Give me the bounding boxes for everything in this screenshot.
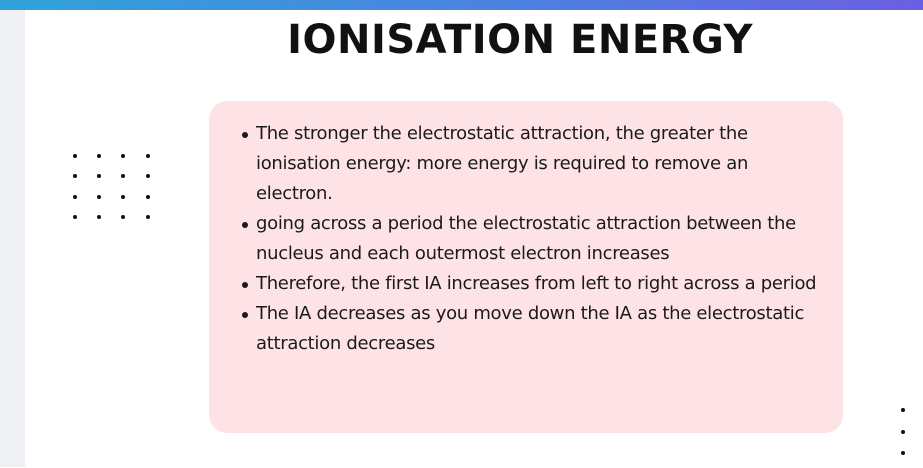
bullet-text: The stronger the electrostatic attractio… [256, 123, 749, 204]
bullet-dot-icon [242, 282, 248, 288]
content-card: The stronger the electrostatic attractio… [209, 101, 843, 433]
left-margin-strip [0, 10, 25, 467]
top-accent-bar [0, 0, 923, 10]
bullet-text: Therefore, the first IA increases from l… [256, 273, 817, 294]
decorative-dot-grid [73, 154, 153, 222]
bullet-item: going across a period the electrostatic … [242, 209, 827, 269]
bullet-dot-icon [242, 222, 248, 228]
bullet-dot-icon [242, 132, 248, 138]
slide-title: IONISATION ENERGY [287, 17, 753, 63]
bullet-list: The stronger the electrostatic attractio… [242, 119, 827, 359]
bullet-item: The IA decreases as you move down the IA… [242, 299, 827, 359]
bullet-item: The stronger the electrostatic attractio… [242, 119, 827, 209]
bullet-item: Therefore, the first IA increases from l… [242, 269, 827, 299]
bullet-text: The IA decreases as you move down the IA… [256, 303, 805, 354]
decorative-dot-column [901, 408, 907, 468]
bullet-text: going across a period the electrostatic … [256, 213, 796, 264]
bullet-dot-icon [242, 312, 248, 318]
